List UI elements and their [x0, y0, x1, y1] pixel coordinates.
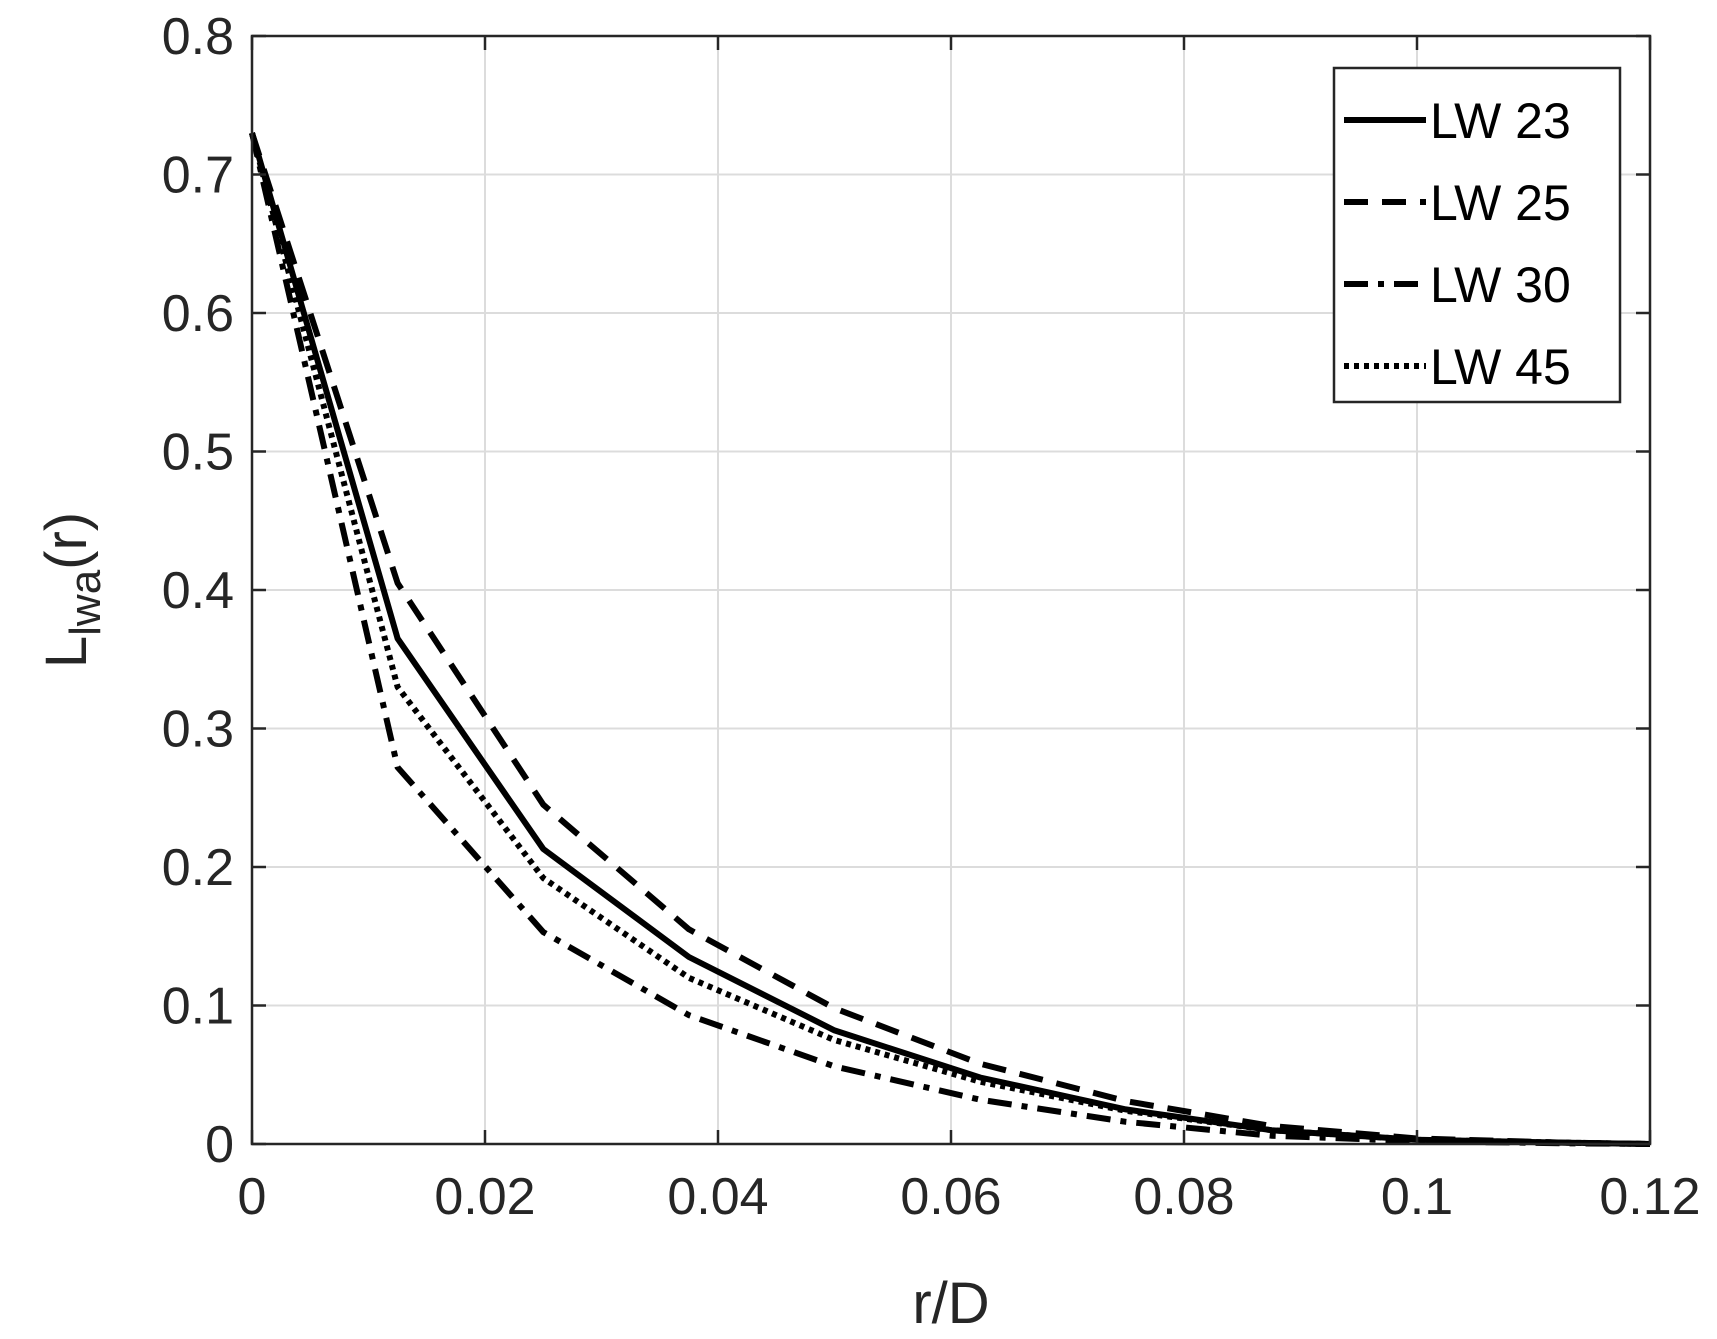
y-tick-label: 0.2 — [162, 839, 234, 897]
x-tick-label: 0.1 — [1381, 1168, 1453, 1226]
y-tick-label: 0.3 — [162, 701, 234, 759]
series-line-lw-45 — [249, 132, 1651, 1147]
y-tick-labels: 0 0.1 0.2 0.3 0.4 0.5 0.6 0.7 0.8 — [162, 8, 234, 1174]
legend-label: LW 45 — [1430, 339, 1571, 395]
y-tick-label: 0.1 — [162, 978, 234, 1036]
x-tick-label: 0.02 — [434, 1168, 535, 1226]
legend: LW 23 LW 25 LW 30 LW 45 — [1332, 66, 1622, 404]
legend-label: LW 30 — [1430, 257, 1571, 313]
legend-label: LW 25 — [1430, 175, 1571, 231]
y-tick-label: 0.5 — [162, 424, 234, 482]
y-axis-title-suffix: (r) — [34, 512, 99, 570]
y-axis-title-main: L — [34, 636, 99, 668]
x-tick-label: 0.04 — [667, 1168, 768, 1226]
x-tick-label: 0 — [238, 1168, 267, 1226]
x-tick-label: 0.12 — [1599, 1168, 1700, 1226]
x-tick-labels: 0 0.02 0.04 0.06 0.08 0.1 0.12 — [238, 1168, 1701, 1226]
legend-box — [1332, 66, 1622, 404]
y-tick-label: 0.4 — [162, 562, 234, 620]
y-tick-label: 0.6 — [162, 285, 234, 343]
series-line-lw-25 — [249, 132, 1651, 1147]
axis-ticks — [250, 34, 1652, 1146]
y-axis-title: Llwa(r) — [34, 512, 110, 668]
legend-label: LW 23 — [1430, 93, 1571, 149]
x-tick-label: 0.06 — [900, 1168, 1001, 1226]
x-tick-label: 0.08 — [1133, 1168, 1234, 1226]
x-axis-title: r/D — [912, 1271, 989, 1336]
y-tick-label: 0.7 — [162, 147, 234, 205]
series-group — [249, 132, 1651, 1147]
y-tick-label: 0.8 — [162, 8, 234, 66]
series-line-lw-23 — [249, 132, 1651, 1147]
y-axis-title-subscript: lwa — [61, 569, 110, 636]
y-tick-label: 0 — [205, 1116, 234, 1174]
